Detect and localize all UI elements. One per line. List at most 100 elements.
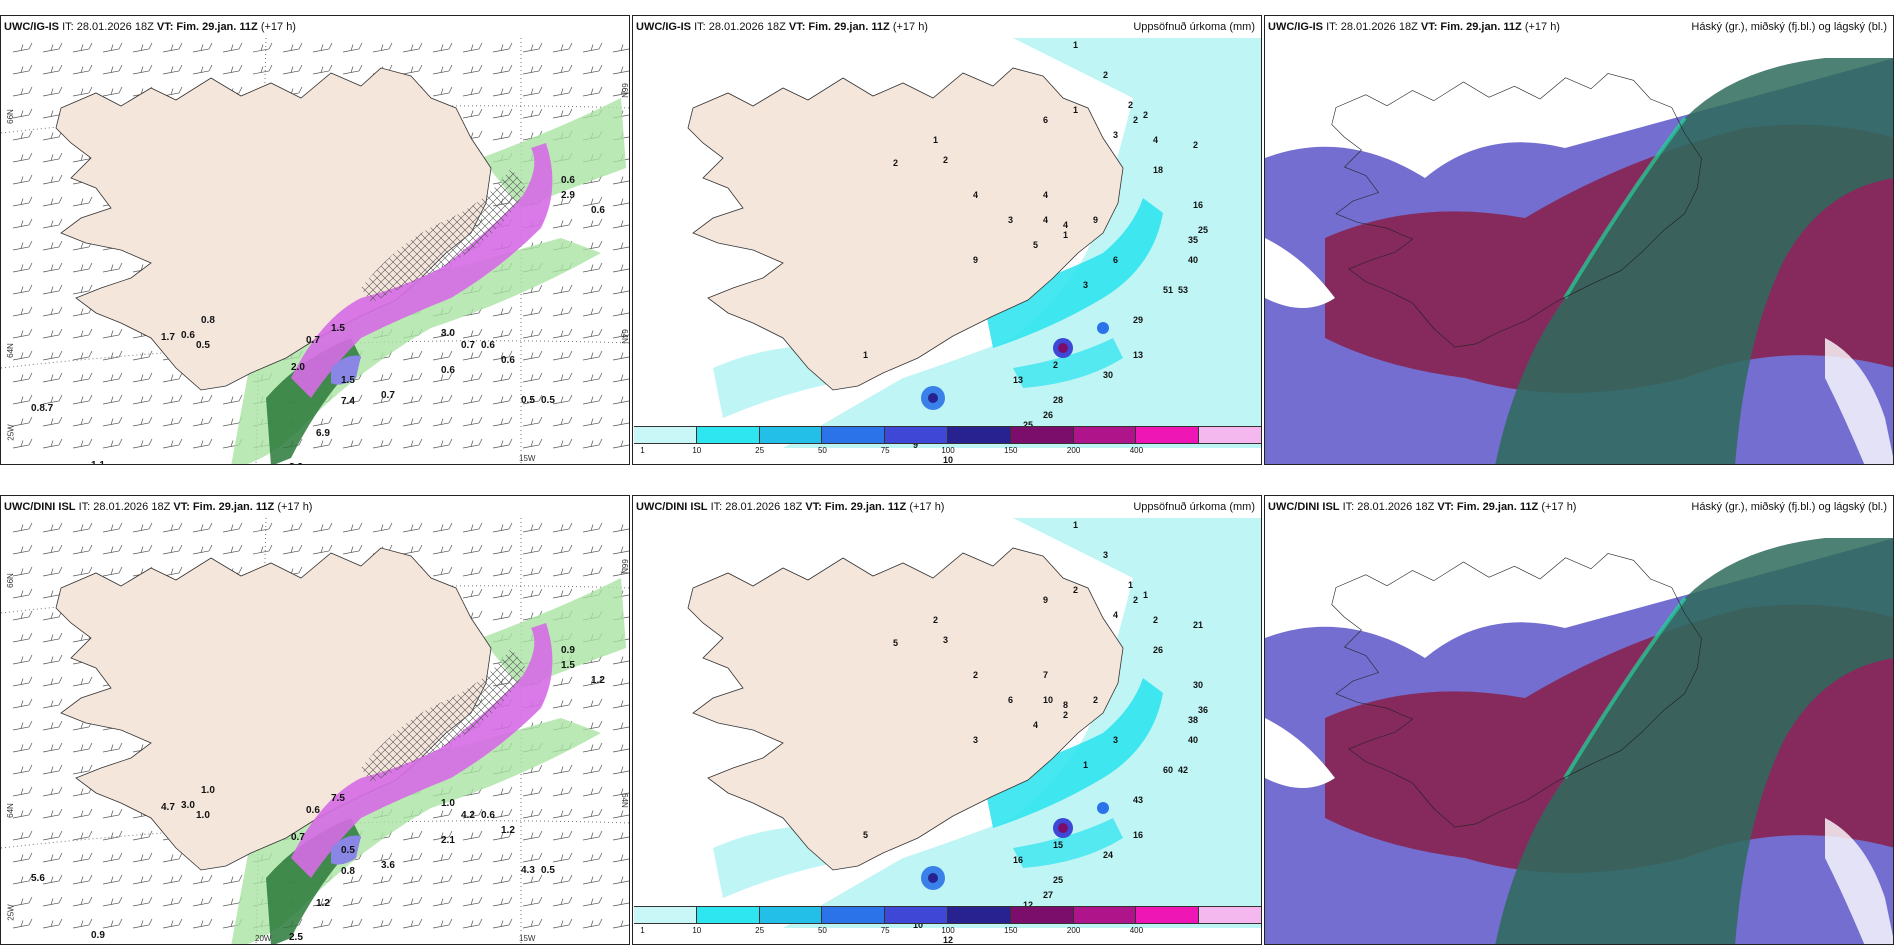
init-time: IT: 28.01.2026 18Z bbox=[78, 501, 171, 513]
wind-barb bbox=[12, 742, 33, 753]
wind-barb bbox=[372, 896, 393, 907]
wind-barb bbox=[12, 306, 33, 317]
wind-barb bbox=[552, 64, 573, 75]
wind-barb bbox=[432, 350, 453, 361]
wind-barb bbox=[492, 438, 513, 449]
wind-value-label: 0.5 bbox=[196, 340, 210, 351]
wind-barb bbox=[432, 64, 453, 75]
wind-barb bbox=[102, 522, 123, 533]
wind-barb bbox=[552, 416, 573, 427]
wind-barb bbox=[162, 566, 183, 577]
wind-barb bbox=[42, 896, 63, 907]
wind-barb bbox=[432, 438, 453, 449]
wind-value-label: 3.0 bbox=[441, 328, 455, 339]
wind-barb bbox=[492, 918, 513, 929]
moderate-precip-area bbox=[1013, 338, 1123, 388]
precip-value-label: 4 bbox=[1043, 215, 1048, 225]
wind-barb bbox=[372, 372, 393, 383]
wind-barb bbox=[132, 830, 153, 841]
precip-value-label: 10 bbox=[1043, 695, 1053, 705]
wind-barb bbox=[462, 588, 483, 599]
wind-barb bbox=[402, 42, 423, 53]
wind-barb bbox=[432, 372, 453, 383]
wind-barb bbox=[12, 544, 33, 555]
wind-barb bbox=[612, 920, 629, 929]
wind-barb bbox=[612, 810, 629, 819]
precip-value-label: 6 bbox=[1043, 115, 1048, 125]
wind-value-label: 0.5 bbox=[341, 845, 355, 856]
colorbar-tick-label: 25 bbox=[755, 926, 765, 935]
wind-barb bbox=[12, 654, 33, 665]
wind-barb bbox=[12, 416, 33, 427]
lead-time: (+17 h) bbox=[909, 501, 945, 513]
panel-header: UWC/DINI ISL IT: 28.01.2026 18Z VT: Fim.… bbox=[1, 496, 629, 518]
precip-value-label: 16 bbox=[1013, 855, 1023, 865]
wind-barb bbox=[372, 852, 393, 863]
wind-barb bbox=[582, 218, 603, 229]
precip-value-label: 3 bbox=[1113, 735, 1118, 745]
wind-barb bbox=[132, 42, 153, 53]
intense-precip-core bbox=[1097, 322, 1109, 334]
rain-area bbox=[231, 238, 601, 464]
wind-barb bbox=[582, 676, 603, 687]
wind-barb bbox=[12, 852, 33, 863]
colorbar-tick-label: 25 bbox=[755, 446, 765, 455]
precip-value-label: 12 bbox=[943, 935, 953, 945]
colorbar-segment bbox=[885, 427, 948, 443]
init-time: IT: 28.01.2026 18Z bbox=[1326, 21, 1418, 33]
wind-barb bbox=[582, 830, 603, 841]
colorbar-strip bbox=[634, 426, 1261, 444]
precip-value-label: 1 bbox=[1073, 40, 1078, 50]
wind-barb bbox=[312, 64, 333, 75]
precip-value-label: 16 bbox=[1193, 200, 1203, 210]
wind-barb bbox=[282, 64, 303, 75]
precip-value-label: 42 bbox=[1178, 765, 1188, 775]
wind-barb bbox=[552, 566, 573, 577]
wind-barb bbox=[42, 372, 63, 383]
wind-barb bbox=[612, 308, 629, 317]
wind-barb bbox=[72, 874, 93, 885]
valid-time: Fim. 29.jan. 11Z bbox=[192, 501, 275, 513]
wind-barb bbox=[402, 394, 423, 405]
wind-barb bbox=[162, 394, 183, 405]
wind-barb bbox=[522, 416, 543, 427]
wind-barb bbox=[372, 918, 393, 929]
precip-value-label: 1 bbox=[1128, 580, 1133, 590]
wind-barb bbox=[72, 196, 93, 207]
wind-barb bbox=[582, 64, 603, 75]
wind-value-label: 7.4 bbox=[341, 396, 355, 407]
wind-barb bbox=[462, 42, 483, 53]
wind-map: 1.03.01.0 0.60.70.50.81.23.62.14.34.21.21… bbox=[1, 518, 629, 944]
wind-barb bbox=[132, 416, 153, 427]
wind-barb bbox=[522, 874, 543, 885]
wind-barb bbox=[72, 852, 93, 863]
wind-barb bbox=[102, 896, 123, 907]
wind-barb bbox=[42, 438, 63, 449]
wind-barb bbox=[12, 350, 33, 361]
wind-barb bbox=[132, 896, 153, 907]
wind-barb bbox=[552, 808, 573, 819]
wind-barb bbox=[552, 86, 573, 97]
wind-barb bbox=[522, 372, 543, 383]
precip-value-label: 3 bbox=[1113, 130, 1118, 140]
panel-cloud-igis: UWC/IG-IS IT: 28.01.2026 18Z VT: Fim. 29… bbox=[1264, 15, 1894, 465]
precip-value-label: 43 bbox=[1133, 795, 1143, 805]
wind-barb bbox=[72, 896, 93, 907]
wind-value-label: 2.0 bbox=[291, 362, 305, 373]
wind-barb bbox=[402, 64, 423, 75]
wind-barb bbox=[552, 522, 573, 533]
lon-label: 15W bbox=[519, 934, 536, 943]
wind-barb bbox=[552, 438, 573, 449]
wind-barb bbox=[432, 522, 453, 533]
wind-barb bbox=[42, 874, 63, 885]
precip-value-label: 28 bbox=[1053, 395, 1063, 405]
wind-barb bbox=[312, 896, 333, 907]
valid-time: Fim. 29.jan. 11Z bbox=[1440, 21, 1522, 33]
wind-barb bbox=[462, 918, 483, 929]
wind-value-label: 0.6 bbox=[441, 365, 455, 376]
wind-barb bbox=[102, 918, 123, 929]
precip-value-label: 1 bbox=[1063, 230, 1068, 240]
wind-barb bbox=[402, 438, 423, 449]
wind-value-label: 5.6 bbox=[31, 873, 45, 884]
wind-barb bbox=[42, 852, 63, 863]
